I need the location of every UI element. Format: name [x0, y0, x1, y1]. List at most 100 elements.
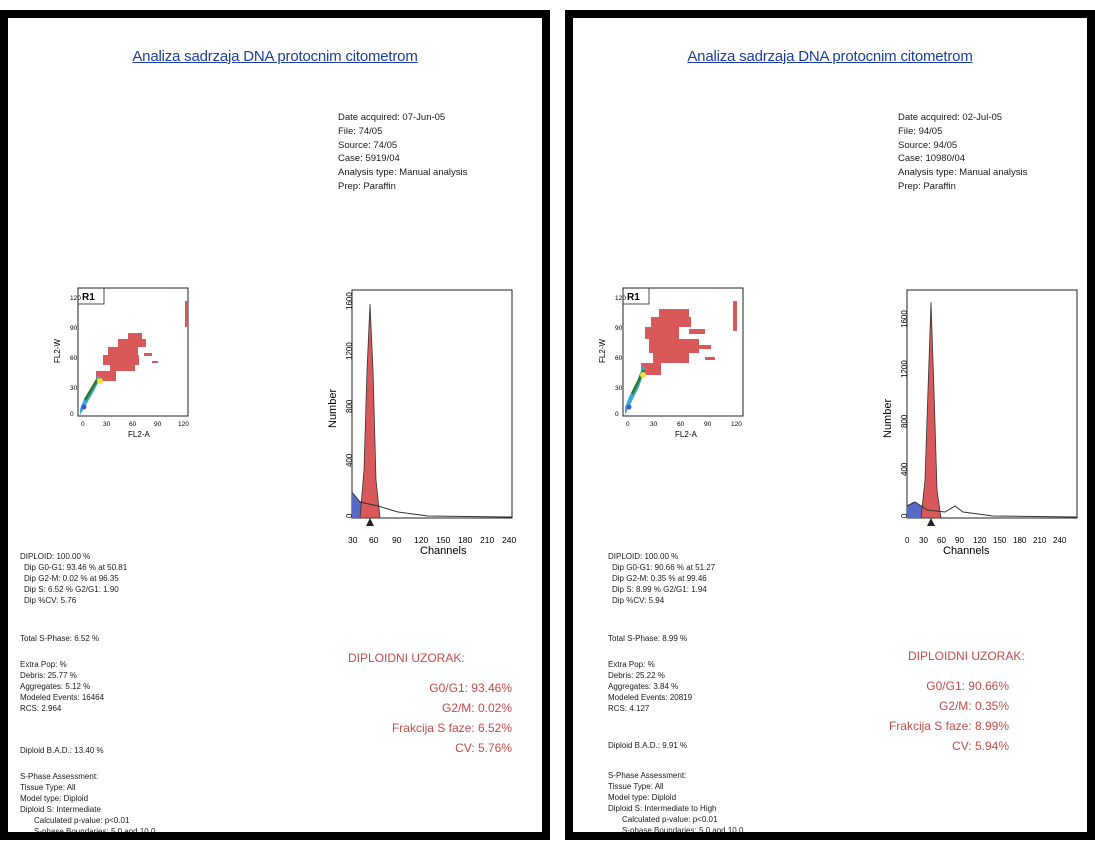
histogram-x-tick: 30 [919, 536, 928, 545]
histogram-x-tick: 180 [1013, 536, 1027, 545]
summary-title: DIPLOIDNI UZORAK: [908, 649, 1025, 663]
fit-line [351, 491, 513, 518]
histogram-y-label: Number [882, 399, 894, 438]
histogram-y-tick: 800 [345, 399, 354, 413]
scatter-y-tick: 120 [70, 295, 81, 302]
scatter-x-tick: 0 [81, 421, 85, 428]
dip-g2m: Dip G2-M: 0.02 % at 96.35 [24, 574, 119, 583]
histogram-x-tick: 0 [905, 536, 910, 545]
summary-g0g1: G0/G1: 93.46% [429, 681, 512, 695]
histogram-y-tick: 0 [900, 513, 909, 518]
scatter-y-tick: 120 [615, 295, 626, 302]
histogram-x-label: Channels [943, 545, 990, 557]
diploid-bad: Diploid B.A.D.: 9.91 % [608, 741, 688, 750]
histogram-x-ticks: 30 60 90 120 150 180 210 240 [348, 535, 516, 545]
histogram-y-ticks: 1600 1200 800 400 0 [345, 292, 354, 518]
scatter-y-label: FL2-W [53, 339, 62, 363]
scatter-y-tick: 60 [615, 355, 623, 362]
source: Source: 94/05 [898, 139, 958, 151]
tissue-type: Tissue Type: All [608, 782, 664, 791]
population-stats: Extra Pop: % Debris: 25.77 % Aggregates:… [20, 659, 104, 714]
total-s-phase: Total S-Phase: 6.52 % [20, 634, 100, 643]
scatter-y-tick: 60 [70, 355, 78, 362]
scatter-x-label: FL2-A [128, 430, 150, 439]
histogram-y-tick: 1600 [900, 310, 909, 328]
summary-g0g1: G0/G1: 90.66% [926, 679, 1009, 693]
summary-block: G0/G1: 93.46% G2/M: 0.02% Frakcija S faz… [312, 678, 512, 758]
scatter-x-tick: 90 [704, 421, 712, 428]
scatter-density-core [625, 365, 646, 415]
summary-s-phase: Frakcija S faze: 8.99% [888, 719, 1009, 733]
modeled-events: Modeled Events: 16464 [20, 693, 105, 702]
scatter-x-tick: 120 [178, 421, 189, 428]
s-phase-boundaries: S-phase Boundaries: 5.0 and 10.0 [622, 826, 744, 835]
report-title: Analiza sadrzaja DNA protocnim citometro… [687, 48, 973, 65]
fl2-scatter-plot: R1 FL2-W FL2-A 120 90 60 30 0 0 30 60 90… [598, 287, 744, 439]
diploid-stats: DIPLOID: 100.00 % Dip G0-G1: 93.46 % at … [20, 551, 127, 606]
histogram-frame [351, 289, 513, 519]
histogram-y-tick: 1200 [345, 342, 354, 360]
histogram-x-tick: 240 [1053, 536, 1067, 545]
histogram-x-tick: 90 [955, 536, 964, 545]
scatter-x-tick: 30 [650, 421, 658, 428]
scatter-density-core [80, 375, 103, 415]
summary-cv: CV: 5.76% [455, 741, 512, 755]
histogram-y-ticks: 1600 1200 800 400 0 [900, 310, 909, 518]
file-number: File: 74/05 [338, 125, 383, 137]
histogram-x-tick: 30 [348, 535, 358, 545]
aggregates: Aggregates: 3.84 % [608, 682, 679, 691]
report-sheet-right: Analiza sadrzaja DNA protocnim citometro… [565, 10, 1095, 840]
histogram-y-tick: 400 [900, 462, 909, 476]
region-box [622, 287, 650, 305]
p-value: Calculated p-value: p<0.01 [34, 816, 130, 825]
date-acquired: Date acquired: 02-Jul-05 [898, 112, 1003, 123]
scatter-x-ticks: 0 30 60 90 120 [81, 421, 189, 428]
case-number: Case: 5919/04 [338, 153, 400, 165]
tissue-type: Tissue Type: All [20, 783, 76, 792]
scatter-event-cloud [96, 301, 188, 381]
prep-type: Prep: Paraffin [898, 180, 956, 192]
histogram-x-tick: 210 [1033, 536, 1047, 545]
dip-g0g1: Dip G0-G1: 93.46 % at 50.81 [24, 563, 128, 572]
scatter-y-ticks: 120 90 60 30 0 [615, 295, 626, 418]
scatter-x-tick: 30 [103, 421, 111, 428]
extra-pop: Extra Pop: % [20, 660, 67, 669]
region-box [77, 287, 105, 305]
region-label: R1 [627, 292, 640, 303]
histogram-x-tick: 90 [392, 535, 402, 545]
date-acquired: Date acquired: 07-Jun-05 [338, 112, 446, 123]
peak-marker [927, 518, 935, 526]
histogram-x-tick: 150 [993, 536, 1007, 545]
scatter-y-tick: 0 [70, 411, 74, 418]
rcs: RCS: 2.964 [20, 704, 62, 713]
model-type: Model type: Diploid [20, 794, 89, 803]
scatter-x-ticks: 0 30 60 90 120 [626, 421, 742, 428]
dip-g2m: Dip G2-M: 0.35 % at 99.46 [612, 574, 707, 583]
scatter-x-tick: 120 [731, 421, 742, 428]
assessment-title: S-Phase Assessment: [608, 771, 687, 780]
region-label: R1 [82, 292, 95, 303]
histogram-x-tick: 210 [480, 535, 494, 545]
s-phase-assessment: S-Phase Assessment: Tissue Type: All Mod… [20, 771, 155, 832]
dna-histogram: Number 1600 1200 800 400 0 0 30 60 90 12… [882, 289, 1078, 557]
report-sheet-left: Analiza sadrzaja DNA protocnim citometro… [0, 10, 550, 840]
model-type: Model type: Diploid [608, 793, 677, 802]
histogram-y-tick: 1600 [345, 292, 354, 310]
scatter-y-label: FL2-W [598, 339, 607, 363]
dip-g0g1: Dip G0-G1: 90.66 % at 51.27 [612, 563, 716, 572]
scatter-x-tick: 60 [677, 421, 685, 428]
fl2-scatter-plot: R1 FL2-W FL2-A 120 90 60 30 0 0 30 60 90… [53, 287, 189, 439]
histogram-x-tick: 150 [436, 535, 450, 545]
g0g1-peak [920, 301, 942, 519]
histogram-y-tick: 0 [345, 513, 354, 518]
dna-histogram: Number 1600 1200 800 400 0 30 60 90 120 … [327, 289, 516, 557]
file-number: File: 94/05 [898, 125, 943, 137]
analysis-type: Analysis type: Manual analysis [338, 167, 468, 179]
modeled-events: Modeled Events: 20819 [608, 693, 693, 702]
scatter-event-cloud [641, 301, 737, 375]
histogram-x-tick: 180 [458, 535, 472, 545]
dip-s: Dip S: 6.52 % G2/G1: 1.90 [24, 585, 119, 594]
histogram-x-ticks: 0 30 60 90 120 150 180 210 240 [905, 536, 1067, 545]
histogram-x-label: Channels [420, 545, 467, 557]
summary-cv: CV: 5.94% [952, 739, 1009, 753]
